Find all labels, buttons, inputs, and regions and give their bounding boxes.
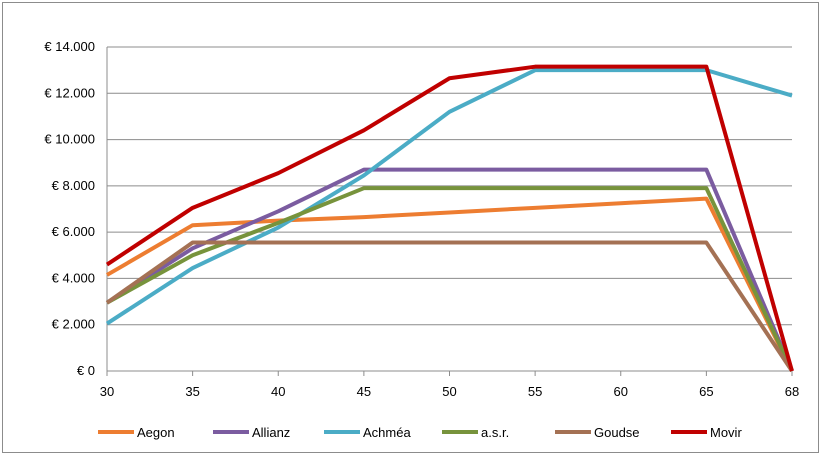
x-tick-label: 45	[357, 384, 371, 399]
series-line-achm-a	[105, 68, 793, 326]
legend-label: Goudse	[594, 425, 640, 440]
series-line-aegon	[105, 196, 794, 372]
x-tick-label: 35	[185, 384, 199, 399]
y-tick-label: € 2.000	[52, 317, 95, 332]
y-tick-label: € 6.000	[52, 224, 95, 239]
y-tick-label: € 12.000	[44, 85, 95, 100]
x-tick-label: 40	[271, 384, 285, 399]
y-tick-label: € 10.000	[44, 132, 95, 147]
legend: Aegon Allianz Achméa a.s.r. Goudse Movir	[98, 425, 742, 440]
series-line-movir	[105, 64, 794, 372]
y-tick-label: € 8.000	[52, 178, 95, 193]
legend-label: Allianz	[252, 425, 290, 440]
gridlines	[107, 46, 792, 326]
axes: € 0 € 2.000 € 4.000 € 6.000 € 8.000 € 10.000 €…	[44, 39, 799, 399]
x-tick-label: 65	[699, 384, 713, 399]
legend-label: Aegon	[137, 425, 175, 440]
x-tick-label: 68	[785, 384, 799, 399]
x-tick-label: 55	[528, 384, 542, 399]
series-line-goudse	[105, 240, 794, 373]
legend-label: Achméa	[363, 425, 411, 440]
y-tick-label: € 4.000	[52, 270, 95, 285]
series-lines	[105, 64, 794, 373]
y-tick-label: € 14.000	[44, 39, 95, 54]
x-tick-label: 60	[614, 384, 628, 399]
y-tick-label: € 0	[77, 363, 95, 378]
legend-label: a.s.r.	[481, 425, 509, 440]
x-tick-label: 50	[442, 384, 456, 399]
legend-label: Movir	[710, 425, 742, 440]
series-line-allianz	[105, 167, 794, 372]
series-line-a-s-r	[106, 186, 794, 372]
x-tick-label: 30	[100, 384, 114, 399]
